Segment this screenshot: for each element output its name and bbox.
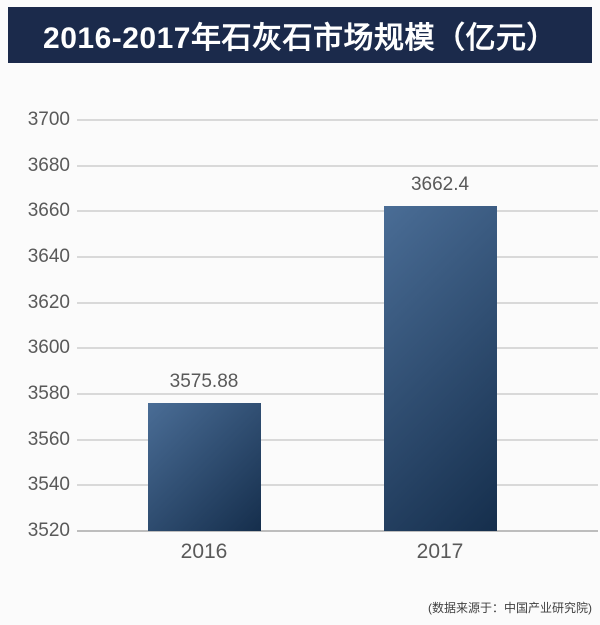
y-axis-tick-label: 3700 xyxy=(27,109,70,130)
bar-2016 xyxy=(147,403,261,531)
y-axis-tick-label: 3600 xyxy=(27,337,70,359)
y-axis-tick-label: 3680 xyxy=(27,154,70,176)
x-axis-tick-label-2017: 2017 xyxy=(416,540,464,563)
y-axis-tick-label: 3560 xyxy=(27,428,70,450)
y-gridline xyxy=(77,301,598,304)
chart-title: 2016-2017年石灰石市场规模（亿元） xyxy=(43,22,557,55)
y-axis-tick-label: 3520 xyxy=(27,520,70,541)
data-source-note: (数据来源于：中国产业研究院) xyxy=(428,601,592,615)
y-axis-tick-label: 3640 xyxy=(27,246,70,267)
y-axis-tick-label: 3540 xyxy=(27,474,70,496)
y-gridline xyxy=(77,210,598,213)
bar-2017 xyxy=(383,205,497,531)
y-axis-tick-label: 3620 xyxy=(27,291,70,313)
y-gridline xyxy=(77,119,598,121)
y-gridline xyxy=(77,484,598,487)
bar-value-label-2017: 3662.4 xyxy=(410,173,470,195)
x-axis-tick-label-2016: 2016 xyxy=(180,540,228,563)
chart-title-banner: 2016-2017年石灰石市场规模（亿元） xyxy=(8,7,592,63)
bar-value-label-2016: 3575.88 xyxy=(169,371,239,393)
y-axis-tick-label: 3660 xyxy=(27,200,70,222)
y-gridline xyxy=(77,347,598,350)
x-axis-line xyxy=(77,530,598,532)
y-axis-tick-label: 3580 xyxy=(27,383,70,404)
y-gridline xyxy=(77,256,598,258)
y-gridline xyxy=(77,438,598,441)
y-gridline xyxy=(77,164,598,167)
y-gridline xyxy=(77,393,598,395)
